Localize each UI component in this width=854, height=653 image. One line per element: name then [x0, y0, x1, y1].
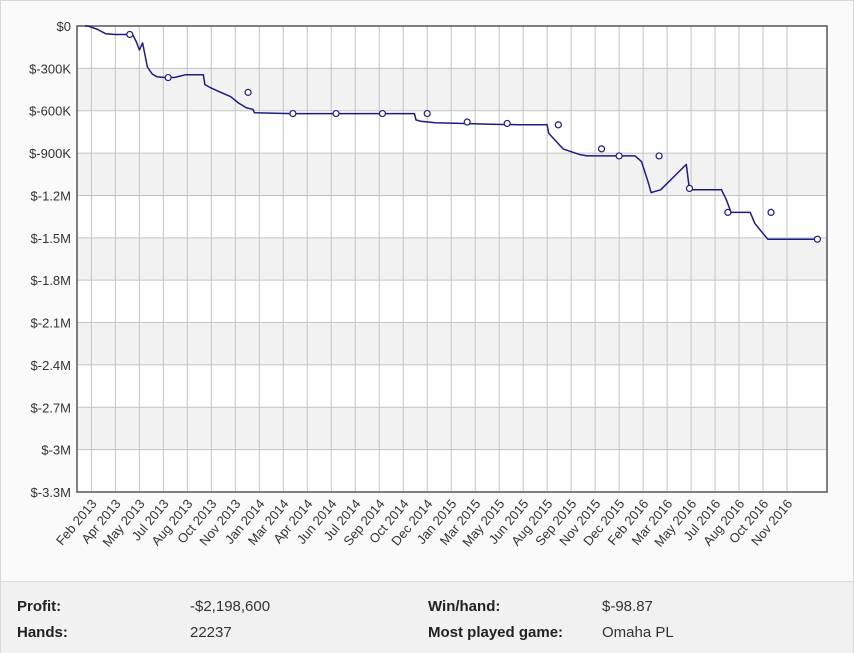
hands-value: 22237: [190, 624, 232, 641]
data-point-marker: [554, 121, 562, 129]
data-point-marker: [685, 184, 694, 192]
data-point-marker: [767, 208, 775, 216]
winhand-label: Win/hand:: [428, 598, 501, 615]
plot-band: [77, 322, 827, 365]
data-point-marker: [164, 73, 172, 82]
profit-label: Profit:: [17, 598, 62, 615]
y-tick-label: $0: [57, 19, 71, 34]
data-point-marker: [423, 109, 431, 118]
data-point-marker: [597, 145, 606, 153]
profit-chart: $0 $-300K $-600K $-900K $-1.2M $-1.5M $-1.8M $-…: [1, 1, 853, 581]
data-point-marker: [503, 119, 511, 128]
y-tick-label: $-900K: [29, 146, 71, 161]
data-point-marker: [289, 109, 297, 118]
y-tick-label: $-1.2M: [31, 188, 71, 203]
most-played-game-value: Omaha PL: [602, 624, 674, 641]
y-tick-label: $-3M: [41, 443, 71, 458]
data-point-marker: [463, 118, 471, 126]
y-tick-label: $-2.4M: [31, 358, 71, 373]
profit-value: -$2,198,600: [190, 598, 271, 615]
y-tick-label: $-2.7M: [31, 400, 71, 415]
hands-label: Hands:: [17, 624, 68, 641]
data-point-marker: [615, 152, 623, 160]
y-tick-label: $-2.1M: [31, 316, 71, 331]
most-played-game-label: Most played game:: [428, 624, 564, 641]
data-point-marker: [332, 109, 340, 118]
data-point-marker: [378, 109, 387, 118]
y-tick-label: $-1.5M: [31, 231, 71, 246]
y-tick-label: $-1.8M: [31, 273, 71, 288]
y-tick-label: $-600K: [29, 104, 71, 119]
data-point-marker: [813, 235, 822, 243]
data-point-marker: [244, 88, 252, 96]
data-point-marker: [724, 208, 732, 216]
profit-series-line: [85, 25, 818, 240]
data-point-marker: [126, 30, 134, 39]
plot-band: [77, 407, 827, 450]
winhand-value: $-98.87: [602, 598, 653, 615]
data-point-marker: [655, 152, 663, 160]
plot-band: [77, 153, 827, 196]
y-tick-label: $-3.3M: [31, 485, 71, 500]
stats-panel: Profit: -$2,198,600 Hands: 22237 Win/han…: [1, 581, 853, 653]
plot-border: [76, 25, 828, 493]
plot-band: [77, 237, 827, 281]
y-tick-label: $-300K: [29, 61, 71, 76]
profit-chart-svg: $0 $-300K $-600K $-900K $-1.2M $-1.5M $-1.8M $-…: [29, 19, 828, 550]
